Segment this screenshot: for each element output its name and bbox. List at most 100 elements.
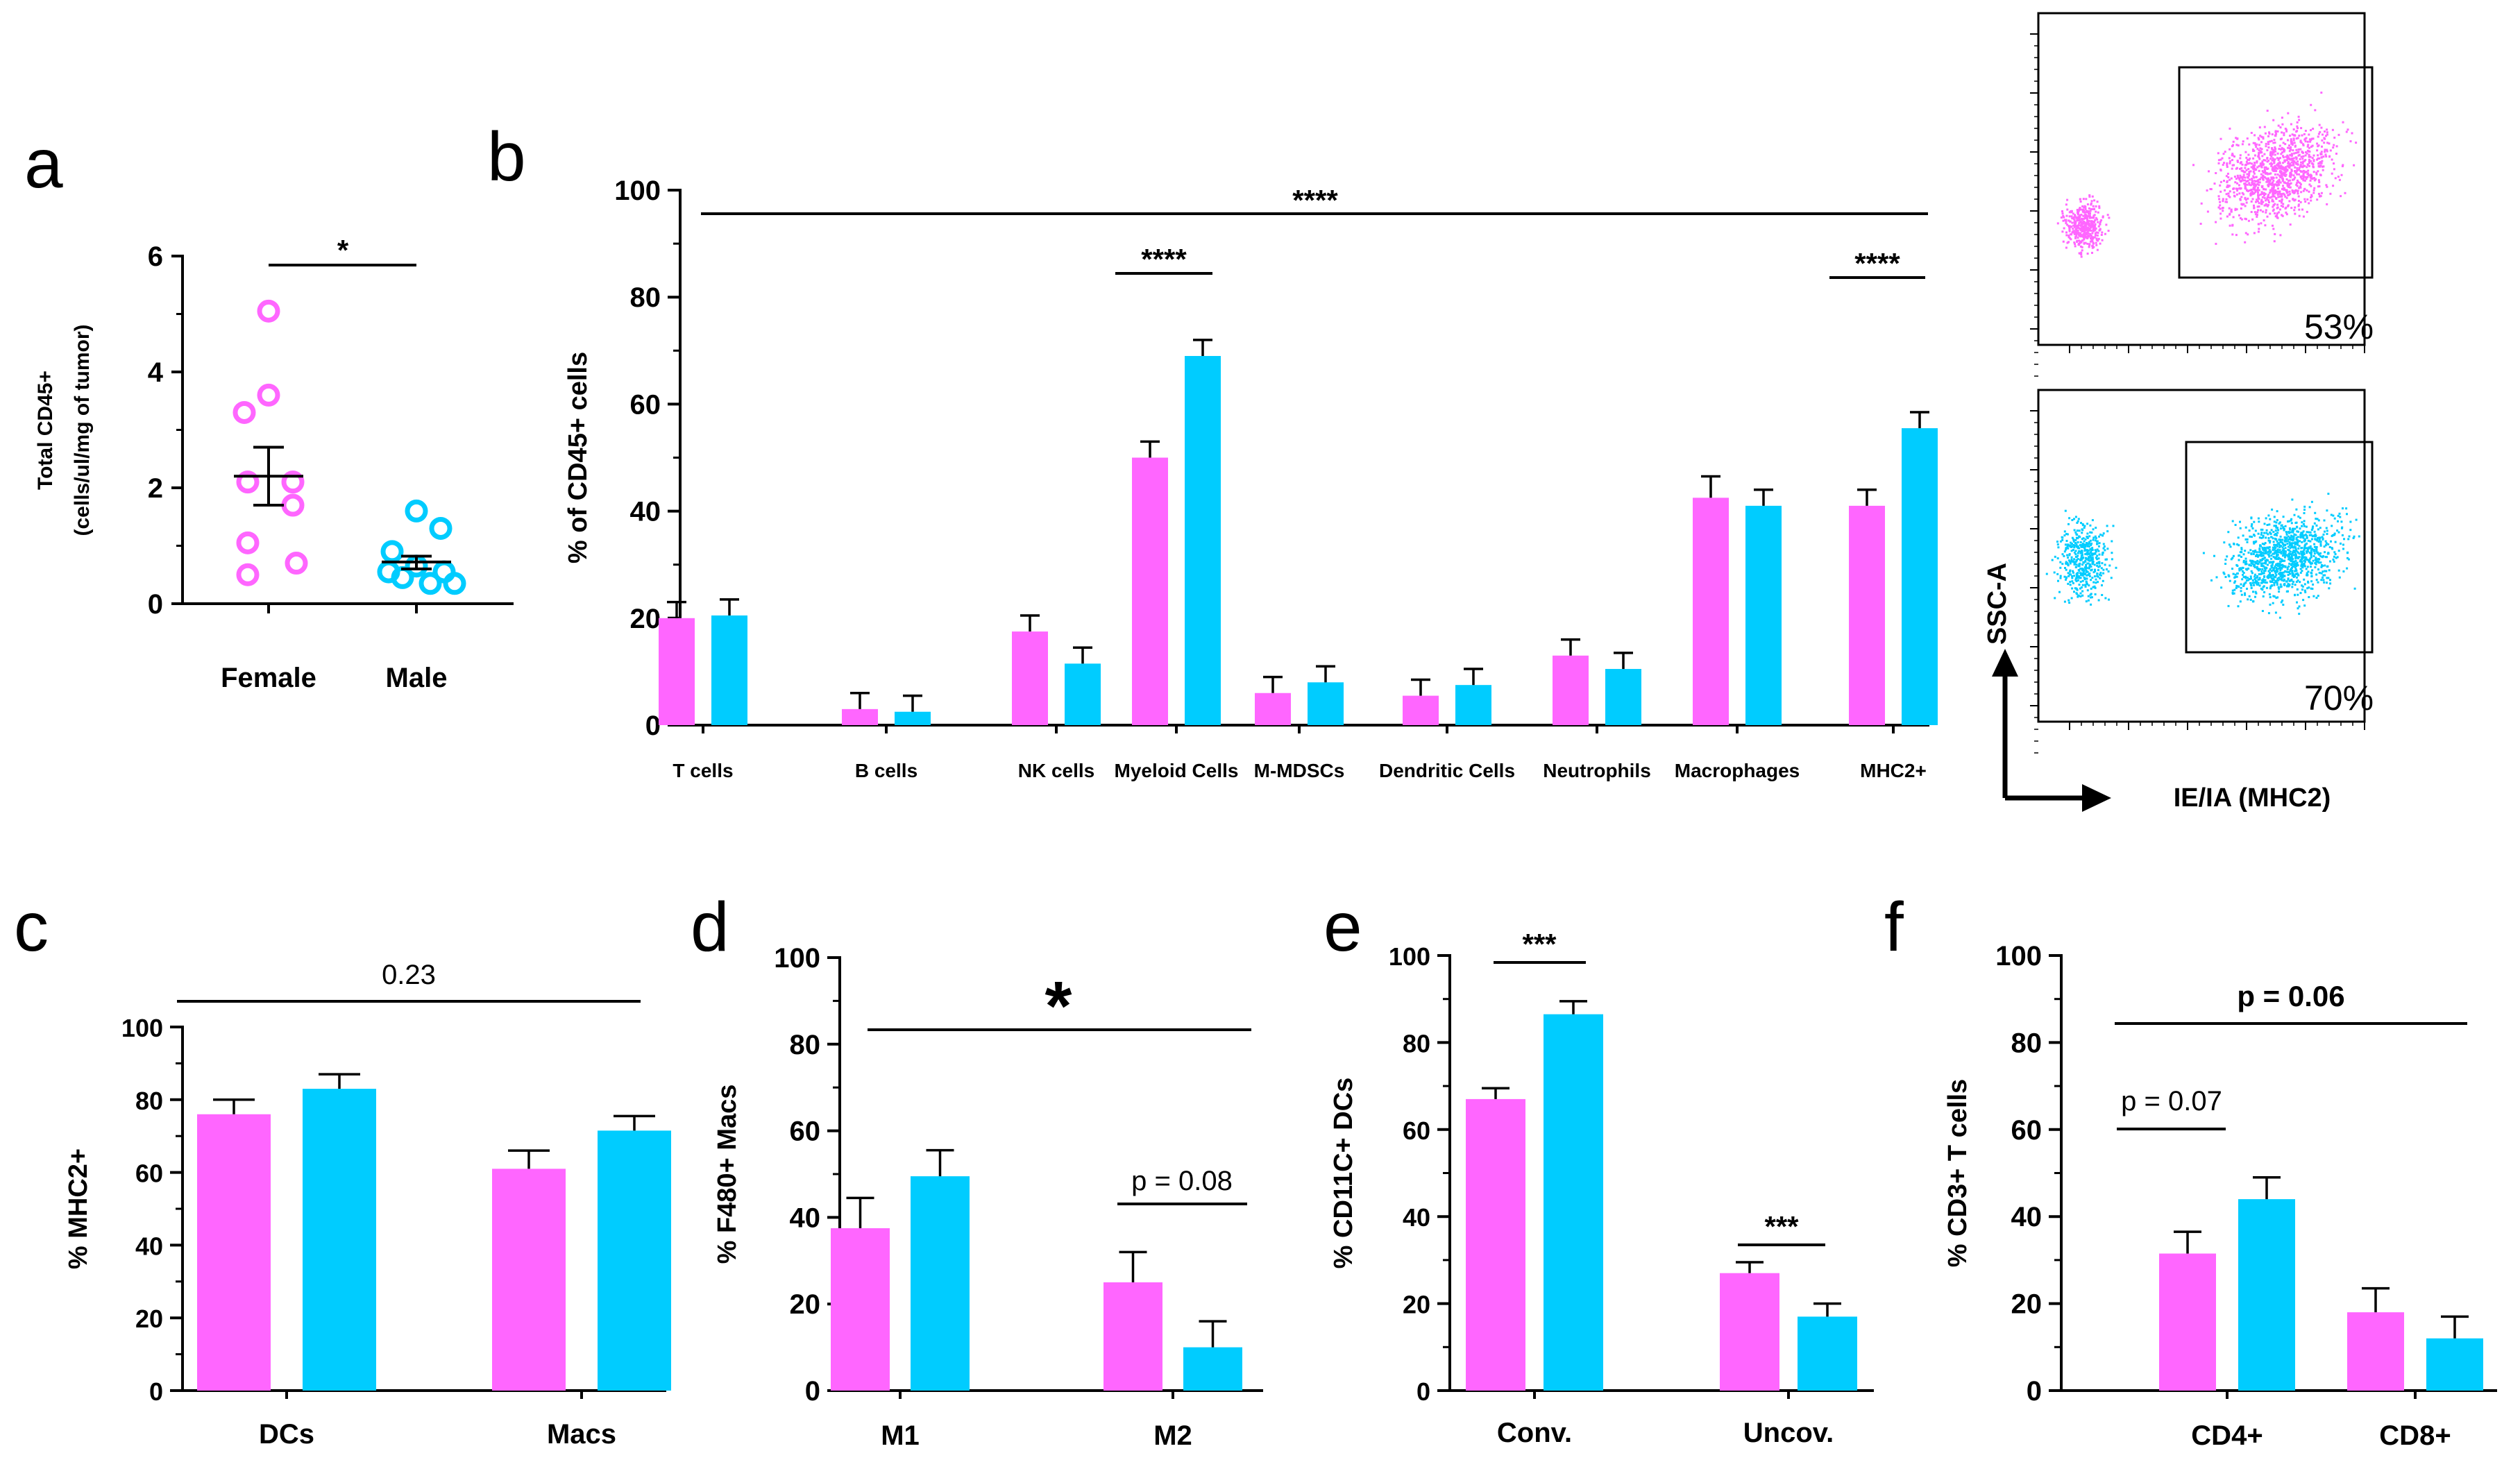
flow-dot: [2079, 208, 2082, 211]
flow-dot: [2265, 586, 2268, 589]
flow-dot: [2258, 202, 2260, 205]
flow-dot: [2253, 542, 2256, 545]
flow-dot: [2076, 230, 2078, 233]
flow-dot: [2319, 536, 2322, 539]
y-tick-label: 80: [135, 1087, 163, 1115]
flow-dot: [2082, 524, 2084, 527]
flow-dot: [2083, 210, 2086, 212]
flow-dot: [2308, 183, 2311, 186]
flow-dot: [2302, 143, 2304, 146]
flow-dot: [2235, 144, 2238, 146]
flow-dot: [2292, 128, 2295, 130]
flow-dot: [2295, 581, 2298, 583]
panel-label: d: [691, 888, 729, 966]
flow-dot: [2308, 146, 2310, 149]
data-point-female: [236, 563, 260, 586]
flow-dot: [2293, 563, 2296, 566]
flow-dot: [2210, 579, 2213, 581]
flow-dot: [2090, 559, 2093, 561]
flow-dot: [2086, 235, 2088, 238]
flow-dot: [2061, 210, 2063, 212]
flow-dot: [2083, 222, 2086, 225]
flow-dot: [2263, 557, 2265, 560]
x-tick-label: CD8+: [2379, 1420, 2451, 1451]
flow-dot: [2318, 157, 2321, 160]
flow-dot: [2283, 547, 2285, 550]
flow-dot: [2265, 529, 2268, 532]
flow-dot: [2288, 164, 2291, 167]
flow-dot: [2081, 205, 2084, 207]
flow-dot: [2257, 517, 2260, 520]
flow-dot: [2084, 553, 2087, 556]
flow-dot: [2253, 566, 2256, 568]
flow-dot: [2276, 596, 2279, 599]
bar-female-b: [1403, 695, 1439, 725]
flow-dot: [2056, 572, 2059, 575]
y-tick-label: 100: [774, 943, 820, 974]
flow-dot: [2320, 566, 2323, 568]
flow-dot: [2320, 162, 2323, 164]
flow-dot: [2319, 541, 2322, 543]
flow-dot: [2102, 579, 2104, 582]
flow-dot: [2270, 566, 2273, 568]
flow-dot: [2099, 565, 2101, 568]
flow-dot: [2295, 570, 2298, 572]
flow-dot: [2251, 148, 2254, 151]
flow-dot: [2264, 569, 2267, 572]
flow-dot: [2284, 570, 2287, 572]
flow-dot: [2085, 211, 2088, 214]
flow-dot: [2272, 541, 2275, 543]
flow-dot: [2079, 587, 2081, 590]
flow-dot: [2251, 572, 2253, 575]
flow-dot: [2308, 160, 2310, 163]
flow-dot: [2090, 229, 2092, 232]
flow-dot: [2302, 177, 2305, 180]
flow-dot: [2086, 589, 2089, 592]
flow-dot: [2270, 164, 2273, 167]
flow-dot: [2256, 214, 2258, 216]
flow-dot: [2290, 554, 2293, 557]
flow-dot: [2286, 191, 2289, 194]
flow-dot: [2094, 549, 2097, 552]
flow-dot: [2303, 520, 2306, 523]
flow-dot: [2067, 543, 2070, 546]
significance-label-conv: ***: [1522, 928, 1557, 960]
flow-dot: [2268, 173, 2271, 176]
flow-dot: [2271, 133, 2274, 136]
flow-dot: [2272, 595, 2275, 597]
flow-dot: [2225, 175, 2228, 178]
flow-dot: [2296, 125, 2299, 128]
flow-dot: [2239, 527, 2242, 529]
flow-dot: [2091, 519, 2094, 522]
flow-dot: [2090, 550, 2092, 552]
flow-dot: [2251, 579, 2254, 581]
flow-dot: [2253, 154, 2256, 157]
flow-dot: [2106, 547, 2109, 550]
flow-dot: [2078, 239, 2081, 242]
flow-dot: [2270, 536, 2273, 538]
flow-dot: [2070, 556, 2073, 559]
flow-dot: [2319, 195, 2322, 198]
flow-dot: [2269, 532, 2272, 535]
flow-dot: [2099, 577, 2102, 579]
flow-dot: [2264, 559, 2267, 562]
flow-dot: [2065, 234, 2068, 237]
flow-dot: [2263, 591, 2266, 593]
flow-dot: [2095, 227, 2097, 230]
flow-dot: [2241, 143, 2244, 146]
flow-dot: [2317, 568, 2319, 571]
flow-dot: [2256, 180, 2259, 183]
flow-dot: [2192, 164, 2195, 167]
flow-dot: [2087, 222, 2090, 225]
flow-dot: [2274, 552, 2277, 554]
flow-dot: [2102, 532, 2105, 535]
flow-dot: [2095, 581, 2097, 584]
flow-dot: [2090, 216, 2093, 219]
flow-dot: [2294, 198, 2297, 201]
flow-dot: [2301, 552, 2304, 554]
flow-dot: [2248, 529, 2251, 532]
flow-dot: [2252, 182, 2255, 185]
flow-dot: [2063, 530, 2066, 533]
flow-dot: [2077, 212, 2079, 214]
